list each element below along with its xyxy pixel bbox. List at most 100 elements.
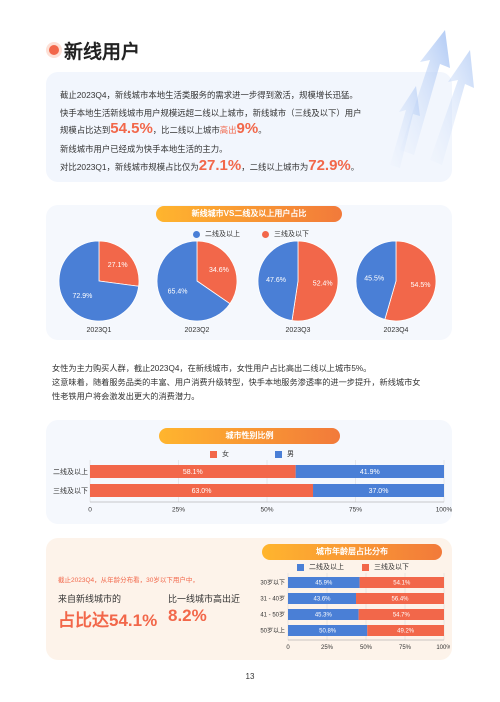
summary-text: 。 <box>258 125 267 135</box>
paragraph-line-1: 女性为主力购买人群，截止2023Q4，在新线城市，女性用户占比高出二线以上城市5… <box>52 364 372 373</box>
bar-data-label: 45.9% <box>315 581 333 587</box>
gender-legend-item-1: 女 <box>210 449 229 459</box>
x-tick-label: 25% <box>172 507 185 514</box>
page-title: 新线用户 <box>64 42 141 63</box>
highlight-number: 54.5% <box>110 120 153 137</box>
legend-label: 二线及以上 <box>205 231 240 238</box>
pie-data-label: 47.6% <box>266 277 286 284</box>
growth-arrows-icon <box>390 30 474 168</box>
bar-data-label: 56.4% <box>392 597 410 603</box>
gender-bar-chart: 0 25% 50% 75% 100% 58.1% 41.9% 二线及以上 63.0% 37.0% 三… <box>53 460 452 514</box>
age-bar-chart: 0 25% 50% 75% 100% 45.9% 54.1% 30岁以下 43.6% 56.4% 3… <box>260 573 450 651</box>
legend-label: 男 <box>287 451 294 458</box>
bar-data-label: 43.6% <box>314 597 332 603</box>
bar-data-label: 50.8% <box>319 629 337 635</box>
bar-data-label: 54.7% <box>393 613 411 619</box>
y-category-label: 三线及以下 <box>53 486 88 495</box>
highlight-number: 9% <box>236 120 259 137</box>
legend-square-icon <box>210 450 217 458</box>
pie-data-label: 27.1% <box>108 262 128 269</box>
y-category-label: 31 - 40岁 <box>260 595 285 603</box>
pie-data-label: 54.5% <box>411 282 431 289</box>
legend-label: 三线及以下 <box>274 231 309 238</box>
x-tick-label: 75% <box>349 507 362 514</box>
x-tick-label: 75% <box>399 645 412 651</box>
pie-slice-tier2-2023Q2 <box>156 240 231 322</box>
bar-segment-二线及以上 <box>288 609 359 620</box>
bar-segment-二线及以上 <box>288 577 360 588</box>
bar-segment-女 <box>90 465 296 478</box>
bar-segment-三线及以下 <box>358 609 444 620</box>
summary-line-5: 对比2023Q1，新线城市规模占比仅为27.1%，二线以上城市为72.9%。 <box>60 157 359 174</box>
y-category-label: 30岁以下 <box>260 579 285 587</box>
paragraph-line-3: 性老铁用户将会激发出更大的消费潜力。 <box>52 392 200 401</box>
age-legend-item-1: 二线及以上 <box>297 562 344 572</box>
age-label-1: 来自新线城市的 <box>58 594 122 604</box>
pie-data-label: 52.4% <box>313 280 333 287</box>
title-bullet-icon <box>49 45 59 55</box>
pie-data-label: 72.9% <box>73 293 93 300</box>
summary-text: ，二线以上城市为 <box>241 162 309 172</box>
age-chart-title: 城市年龄层占比分布 <box>262 544 442 560</box>
age-label-2: 比一线城市高出近 <box>168 594 241 604</box>
pie-category-label: 2023Q2 <box>185 327 210 334</box>
bar-data-label: 37.0% <box>369 488 389 495</box>
pie-category-label: 2023Q3 <box>286 327 311 334</box>
y-category-label: 41 - 50岁 <box>260 611 285 619</box>
x-tick-label: 25% <box>321 645 334 651</box>
x-tick-label: 0 <box>88 507 92 514</box>
x-tick-label: 100% <box>436 507 452 514</box>
pie-category-label: 2023Q4 <box>384 327 409 334</box>
x-tick-label: 100% <box>436 645 450 651</box>
legend-label: 二线及以上 <box>309 564 344 571</box>
bar-segment-三线及以下 <box>367 625 444 636</box>
legend-label: 女 <box>222 451 229 458</box>
pie-data-label: 34.6% <box>209 267 229 274</box>
summary-card <box>46 72 452 182</box>
age-highlight-1: 占比达54.1% <box>58 611 158 630</box>
pie-chart-title: 新线城市VS二线及以上用户占比 <box>156 206 342 222</box>
pie-legend-item-1: 二线及以上 <box>193 229 240 239</box>
pie-slice-tier3-2023Q2 <box>196 240 238 305</box>
gender-chart-title: 城市性别比例 <box>159 428 340 444</box>
legend-label: 三线及以下 <box>374 564 409 571</box>
summary-text: 对比2023Q1，新线城市规模占比仅为 <box>60 162 199 172</box>
summary-line-2: 快手本地生活新线城市用户规模远超二线以上城市，新线城市（三线及以下）用户 <box>60 108 362 118</box>
pie-slice-tier3-2023Q3 <box>291 240 339 322</box>
legend-dot-icon <box>262 230 269 238</box>
summary-text: 。 <box>350 162 360 172</box>
gender-legend-item-2: 男 <box>275 449 294 459</box>
pie-slice-tier3-2023Q1 <box>98 240 140 287</box>
pie-slice-tier3-2023Q4 <box>384 240 437 322</box>
bar-segment-二线及以上 <box>288 593 357 604</box>
legend-square-icon <box>275 450 282 458</box>
age-highlight-2: 8.2% <box>168 606 207 625</box>
bar-segment-男 <box>313 484 444 497</box>
x-tick-label: 50% <box>260 507 273 514</box>
bar-data-label: 58.1% <box>183 469 203 476</box>
x-tick-label: 50% <box>360 645 373 651</box>
legend-dot-icon <box>193 230 200 238</box>
summary-line-1: 截止2023Q4，新线城市本地生活类服务的需求进一步得到激活，规模增长迅猛。 <box>60 90 358 100</box>
summary-text: ，比二线以上城市 <box>152 125 220 135</box>
legend-square-icon <box>297 563 304 571</box>
bar-segment-女 <box>90 484 314 497</box>
highlight-number: 27.1% <box>198 157 242 174</box>
bar-data-label: 41.9% <box>360 469 380 476</box>
highlight-number: 72.9% <box>308 157 351 174</box>
pie-slice-tier2-2023Q1 <box>58 240 140 322</box>
summary-line-3: 规模占比达到54.5%，比二线以上城市高出9%。 <box>60 120 267 137</box>
bar-segment-三线及以下 <box>356 593 444 604</box>
highlight-text: 高出 <box>219 125 237 135</box>
summary-text: 规模占比达到 <box>60 125 111 135</box>
y-category-label: 二线及以上 <box>53 467 88 476</box>
bar-data-label: 45.3% <box>315 613 333 619</box>
pie-category-label: 2023Q1 <box>87 327 112 334</box>
age-legend-item-2: 三线及以下 <box>362 562 409 572</box>
pie-charts: 27.1% 72.9% 2023Q1 34.6% 65.4% 2023Q2 52.4% 47.… <box>58 240 437 334</box>
pie-data-label: 45.5% <box>364 275 384 282</box>
bar-data-label: 54.1% <box>393 581 411 587</box>
age-note: 截止2023Q4，从年龄分布看，30岁以下用户中， <box>58 577 199 584</box>
pie-slice-tier2-2023Q4 <box>355 240 397 320</box>
bar-segment-三线及以下 <box>359 577 444 588</box>
